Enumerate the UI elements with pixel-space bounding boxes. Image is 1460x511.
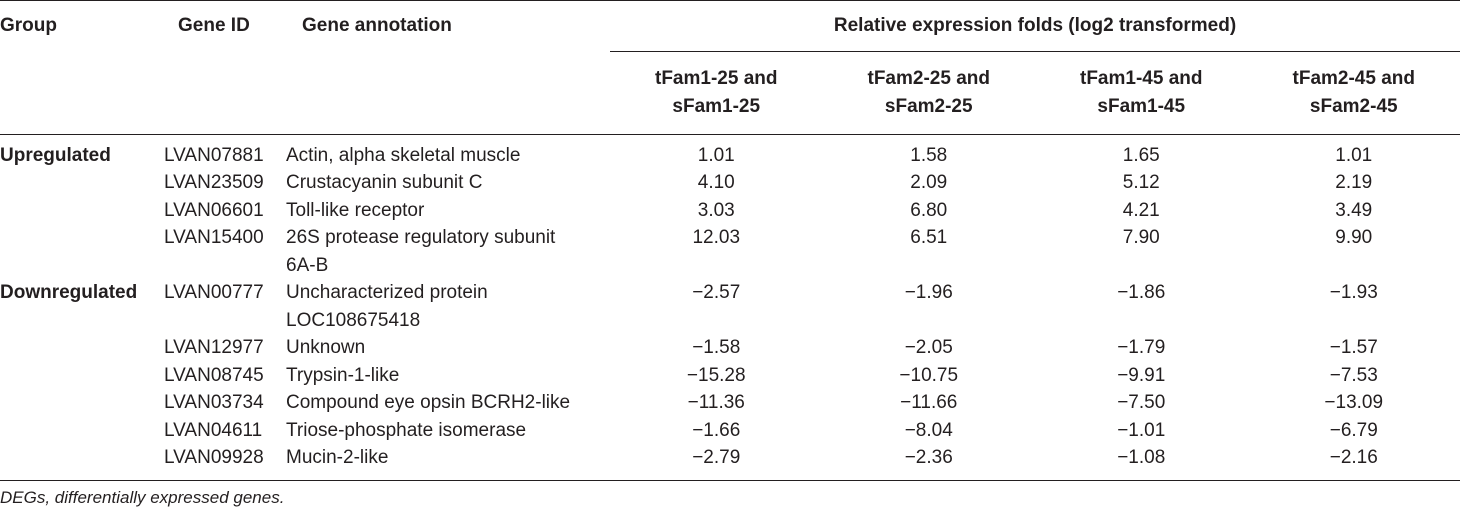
- value-cell: −10.75: [899, 364, 959, 386]
- group-cell: [0, 417, 160, 445]
- value-cell: −1.66: [692, 419, 741, 441]
- value-cell: −2.79: [692, 447, 741, 468]
- value-cell: −13.09: [1324, 392, 1384, 413]
- value-cell: −1.93: [1329, 282, 1378, 303]
- table-row: LVAN09928 Mucin-2-like −2.79 −2.36 −1.08 −2.1…: [0, 444, 1460, 480]
- table-row: Upregulated LVAN07881 Actin, alpha skeleta…: [0, 134, 1460, 169]
- gene-id-cell: LVAN23509: [164, 172, 264, 193]
- header-comparison-3: tFam1-45 and sFam1-45: [1080, 67, 1203, 117]
- value-cell: −1.58: [692, 337, 741, 358]
- gene-annotation-cell: Toll-like receptor: [286, 199, 425, 221]
- value-cell: −1.01: [1117, 419, 1166, 441]
- header-relative-expression: Relative expression folds (log2 transfor…: [610, 0, 1460, 52]
- header-comparison-4: tFam2-45 and sFam2-45: [1292, 67, 1415, 117]
- value-cell: −1.79: [1117, 337, 1166, 358]
- value-cell: 1.58: [910, 144, 948, 166]
- gene-annotation-cell: Compound eye opsin BCRH2-like: [286, 392, 571, 413]
- gene-annotation-cell: Actin, alpha skeletal muscle: [286, 144, 521, 166]
- value-cell: 7.90: [1122, 227, 1160, 248]
- gene-id-cell: LVAN06601: [164, 199, 264, 221]
- value-cell: 2.09: [910, 172, 948, 193]
- expression-table: Group Gene ID Gene annotation Relative e…: [0, 0, 1460, 480]
- gene-id-cell: LVAN15400: [164, 227, 264, 248]
- value-cell: −11.66: [900, 392, 958, 413]
- group-cell: Downregulated: [0, 282, 138, 303]
- header-blank: [160, 51, 284, 134]
- table-row: LVAN06601 Toll-like receptor 3.03 6.80 4.21 3…: [0, 197, 1460, 225]
- header-group: Group: [0, 15, 57, 36]
- value-cell: −2.16: [1329, 447, 1378, 468]
- value-cell: 2.19: [1335, 172, 1373, 193]
- table-row: LVAN04611 Triose-phosphate isomerase −1.66…: [0, 417, 1460, 445]
- value-cell: 4.21: [1122, 199, 1160, 221]
- table-row: LVAN08745 Trypsin-1-like −15.28 −10.75 −9.91…: [0, 362, 1460, 390]
- table-row: LVAN03734 Compound eye opsin BCRH2-like −1…: [0, 389, 1460, 417]
- value-cell: 9.90: [1335, 227, 1373, 248]
- value-cell: −2.57: [692, 282, 741, 303]
- value-cell: 1.65: [1122, 144, 1160, 166]
- gene-annotation-cell: Mucin-2-like: [286, 447, 389, 468]
- gene-annotation-cell: Trypsin-1-like: [286, 364, 400, 386]
- group-cell: [0, 362, 160, 390]
- value-cell: 6.51: [910, 227, 948, 248]
- gene-id-cell: LVAN00777: [164, 282, 264, 303]
- group-cell: [0, 169, 160, 197]
- value-cell: 5.12: [1122, 172, 1160, 193]
- gene-id-cell: LVAN08745: [164, 364, 264, 386]
- table-body: Upregulated LVAN07881 Actin, alpha skeleta…: [0, 134, 1460, 480]
- value-cell: −1.57: [1329, 337, 1378, 358]
- value-cell: −6.79: [1329, 419, 1378, 441]
- value-cell: 1.01: [697, 144, 735, 166]
- table-row: LVAN12977 Unknown −1.58 −2.05 −1.79 −1.57: [0, 334, 1460, 362]
- group-cell: [0, 334, 160, 362]
- value-cell: −2.05: [904, 337, 953, 358]
- gene-annotation-cell: Triose-phosphate isomerase: [286, 419, 527, 441]
- value-cell: 12.03: [692, 227, 741, 248]
- gene-id-cell: LVAN12977: [164, 337, 264, 358]
- table-row: Downregulated LVAN00777 Uncharacterized pr…: [0, 279, 1460, 334]
- header-gene-annotation: Gene annotation: [302, 15, 452, 36]
- gene-id-cell: LVAN03734: [164, 392, 264, 413]
- gene-annotation-cell: Crustacyanin subunit C: [286, 172, 483, 193]
- value-cell: 1.01: [1335, 144, 1373, 166]
- gene-id-cell: LVAN04611: [164, 419, 263, 441]
- header-gene-id: Gene ID: [178, 15, 250, 36]
- group-cell: [0, 444, 160, 480]
- header-blank: [0, 51, 160, 134]
- value-cell: −8.04: [904, 419, 953, 441]
- value-cell: −1.86: [1117, 282, 1166, 303]
- table-row: LVAN23509 Crustacyanin subunit C 4.10 2.09 5…: [0, 169, 1460, 197]
- gene-annotation-cell: 26S protease regulatory subunit 6A-B: [286, 227, 556, 276]
- header-comparison-2: tFam2-25 and sFam2-25: [867, 67, 990, 117]
- value-cell: 4.10: [697, 172, 735, 193]
- gene-id-cell: LVAN07881: [164, 144, 264, 166]
- value-cell: −7.53: [1329, 364, 1378, 386]
- group-cell: [0, 224, 160, 279]
- value-cell: −1.08: [1117, 447, 1166, 468]
- group-cell: Upregulated: [0, 144, 111, 166]
- table-row: LVAN15400 26S protease regulatory subunit…: [0, 224, 1460, 279]
- value-cell: −2.36: [904, 447, 953, 468]
- value-cell: −7.50: [1117, 392, 1166, 413]
- value-cell: −1.96: [904, 282, 953, 303]
- group-cell: [0, 197, 160, 225]
- table-footnote: DEGs, differentially expressed genes.: [0, 488, 285, 507]
- value-cell: −11.36: [687, 392, 745, 413]
- value-cell: 3.49: [1335, 199, 1373, 221]
- gene-annotation-cell: Uncharacterized protein LOC108675418: [286, 282, 488, 331]
- gene-id-cell: LVAN09928: [164, 447, 264, 468]
- group-cell: [0, 389, 160, 417]
- value-cell: −9.91: [1117, 364, 1166, 386]
- value-cell: 6.80: [910, 199, 948, 221]
- header-comparison-1: tFam1-25 and sFam1-25: [655, 67, 778, 117]
- gene-annotation-cell: Unknown: [286, 337, 366, 358]
- value-cell: 3.03: [697, 199, 735, 221]
- header-blank: [284, 51, 610, 134]
- value-cell: −15.28: [686, 364, 746, 386]
